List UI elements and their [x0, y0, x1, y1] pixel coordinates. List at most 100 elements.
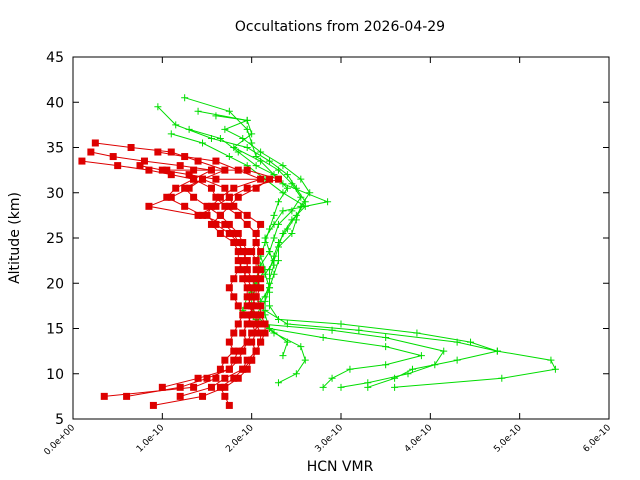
data-point — [194, 157, 202, 165]
data-point — [252, 293, 260, 301]
data-point — [252, 320, 260, 328]
data-point — [266, 302, 274, 310]
data-point — [493, 347, 501, 355]
data-point — [257, 311, 265, 319]
data-point — [230, 356, 238, 364]
x-tick-label: 3.0e-10 — [314, 423, 346, 455]
data-point — [78, 157, 86, 165]
data-point — [225, 193, 233, 201]
data-point — [283, 338, 291, 346]
data-point — [498, 374, 506, 382]
data-point — [270, 270, 278, 278]
data-point — [149, 401, 157, 409]
data-point — [288, 180, 296, 188]
data-point — [288, 229, 296, 237]
data-point — [230, 184, 238, 192]
data-point — [221, 356, 229, 364]
data-point — [248, 284, 256, 292]
data-point — [306, 189, 314, 197]
data-point — [257, 302, 265, 310]
data-point — [234, 266, 242, 274]
y-axis: 5 10 15 20 25 30 35 40 45 — [46, 50, 609, 428]
data-point — [194, 211, 202, 219]
data-point — [252, 275, 260, 283]
data-point — [185, 184, 193, 192]
data-point — [257, 284, 265, 292]
data-point — [252, 302, 260, 310]
red-profile-11 — [145, 166, 282, 391]
data-point — [252, 329, 260, 337]
data-point — [181, 94, 189, 102]
data-point — [279, 207, 287, 215]
data-point — [176, 383, 184, 391]
data-point — [297, 202, 305, 210]
data-point — [145, 202, 153, 210]
data-point — [212, 193, 220, 201]
data-point — [243, 320, 251, 328]
data-point — [337, 383, 345, 391]
data-point — [163, 166, 171, 174]
data-point — [266, 325, 274, 332]
data-point — [292, 216, 300, 224]
data-point — [225, 107, 233, 115]
data-point — [248, 329, 256, 337]
data-point — [239, 248, 247, 256]
data-point — [230, 229, 238, 237]
y-tick-label: 5 — [55, 412, 64, 428]
data-point — [346, 365, 354, 373]
plot-frame — [72, 56, 610, 420]
data-point — [243, 365, 251, 373]
data-point — [252, 257, 260, 265]
x-tick-label: 6.0e-10 — [582, 423, 614, 455]
data-point — [109, 153, 117, 161]
data-point — [212, 202, 220, 210]
data-point — [324, 198, 332, 206]
data-point — [297, 175, 305, 183]
data-point — [547, 356, 555, 364]
red-profile-6 — [91, 139, 251, 400]
data-point — [199, 211, 207, 219]
data-point — [172, 184, 180, 192]
data-point — [239, 239, 247, 247]
data-point — [154, 148, 162, 156]
data-point — [257, 338, 265, 346]
data-point — [176, 392, 184, 400]
data-point — [467, 338, 475, 346]
data-point — [279, 229, 287, 237]
data-point — [234, 211, 242, 219]
x-tick-label: 0.0e+00 — [43, 423, 78, 458]
data-point — [252, 184, 260, 192]
green-profile-3 — [167, 130, 425, 391]
data-point — [203, 374, 211, 382]
data-point — [257, 320, 265, 328]
data-point — [239, 347, 247, 355]
data-point — [190, 193, 198, 201]
x-tick-label: 2.0e-10 — [224, 423, 256, 455]
data-point — [230, 239, 238, 247]
data-point — [440, 347, 448, 355]
red-profile-7 — [87, 148, 256, 400]
data-point — [252, 347, 260, 355]
data-point — [190, 175, 198, 183]
red-profile-10 — [136, 162, 274, 409]
data-point — [319, 383, 327, 391]
data-point — [163, 193, 171, 201]
data-point — [243, 266, 251, 274]
x-tick-label: 1.0e-10 — [135, 423, 167, 455]
data-point — [136, 162, 144, 170]
y-tick-label: 40 — [46, 95, 64, 111]
y-tick-label: 15 — [46, 322, 64, 338]
data-point — [167, 171, 175, 179]
data-point — [216, 383, 224, 391]
profile-line — [215, 115, 445, 388]
data-point — [230, 144, 238, 151]
data-point — [270, 211, 278, 219]
data-point — [239, 365, 247, 373]
data-point — [181, 202, 189, 210]
chart-title: Occultations from 2026-04-29 — [235, 19, 445, 35]
data-point — [225, 153, 233, 161]
data-point — [257, 329, 265, 337]
data-point — [234, 248, 242, 256]
data-point — [243, 275, 251, 283]
